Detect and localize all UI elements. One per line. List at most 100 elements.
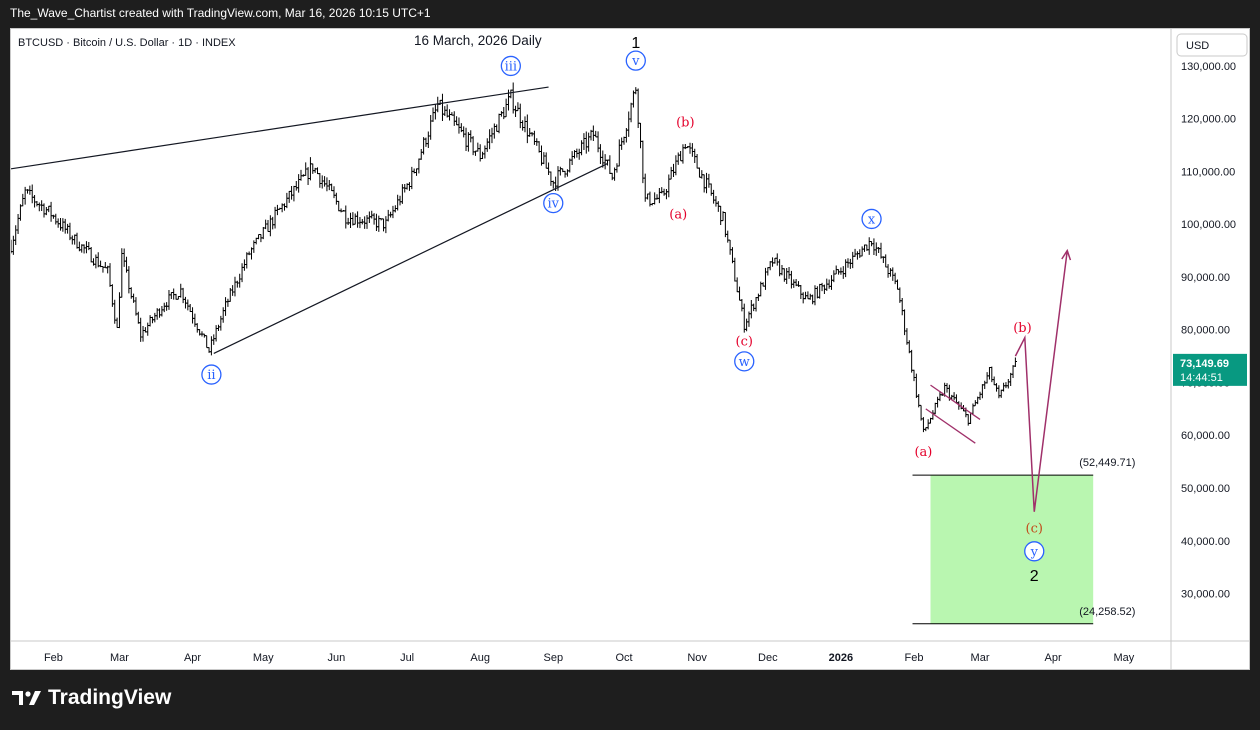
- price-bar: [108, 263, 112, 287]
- price-bar: [872, 238, 876, 256]
- wave-label-circle: [625, 50, 646, 71]
- price-bar: [558, 166, 562, 176]
- price-bar: [54, 213, 58, 225]
- price-bar: [58, 218, 63, 231]
- price-bar: [818, 283, 822, 299]
- price-bar: [789, 270, 794, 289]
- price-bar: [287, 190, 291, 203]
- price-bar: [709, 183, 713, 196]
- price-bar: [667, 174, 671, 198]
- price-bar: [985, 372, 989, 384]
- price-bar: [860, 246, 864, 257]
- price-bar: [495, 124, 499, 132]
- price-bar: [242, 259, 247, 271]
- price-bar: [122, 248, 126, 267]
- price-bar: [1011, 365, 1015, 379]
- price-bar: [978, 391, 982, 401]
- price-bar: [766, 267, 770, 276]
- symbol-legend: BTCUSD · Bitcoin / U.S. Dollar · 1D · IN…: [18, 37, 236, 49]
- x-tick-label: Sep: [543, 652, 563, 664]
- price-bar: [332, 186, 336, 199]
- price-bar: [509, 89, 513, 99]
- wave-label-circle: [734, 351, 755, 372]
- price-bar: [537, 141, 541, 153]
- price-bar: [992, 376, 996, 386]
- current-price-badge: [1173, 353, 1247, 386]
- price-bar: [799, 284, 803, 299]
- price-bar: [999, 389, 1003, 398]
- price-bar: [910, 349, 914, 373]
- wave-label-iii: iii: [505, 59, 517, 74]
- price-bar: [306, 167, 310, 185]
- y-tick-label: 50,000.00: [1181, 483, 1230, 495]
- price-bar: [827, 279, 831, 289]
- price-bar: [697, 167, 702, 178]
- price-bar: [945, 383, 949, 393]
- price-bar: [32, 195, 37, 208]
- price-bar: [829, 275, 834, 290]
- price-bar: [851, 251, 855, 269]
- price-bar: [193, 313, 197, 327]
- price-bar: [627, 111, 631, 137]
- price-bar: [181, 287, 185, 304]
- price-bar: [490, 127, 494, 144]
- price-bar: [523, 116, 527, 133]
- chart-title: 16 March, 2026 Daily: [414, 33, 542, 48]
- price-bar: [188, 303, 192, 313]
- price-bar: [752, 303, 756, 312]
- price-bar: [591, 125, 595, 141]
- price-bar: [75, 232, 79, 249]
- price-bar: [893, 272, 897, 285]
- price-bar: [322, 176, 327, 187]
- price-bar: [353, 213, 357, 225]
- price-bar: [148, 315, 152, 327]
- y-tick-label: 120,000.00: [1181, 114, 1236, 126]
- price-bar: [466, 132, 470, 152]
- price-bar: [294, 180, 298, 191]
- price-bar: [662, 188, 666, 196]
- price-bar: [886, 264, 890, 278]
- price-bar: [268, 215, 272, 237]
- tradingview-logo-icon: [12, 691, 41, 705]
- x-tick-label: Feb: [905, 652, 924, 664]
- price-bar: [867, 237, 871, 255]
- price-bar: [664, 188, 669, 200]
- price-bars: [11, 82, 1017, 433]
- price-bar: [690, 143, 694, 157]
- price-bar: [63, 218, 67, 234]
- price-bar: [212, 334, 216, 345]
- price-bar: [186, 299, 190, 311]
- target-top-label: (52,449.71): [1079, 457, 1135, 469]
- channel-upper-line: [930, 384, 981, 420]
- price-bar: [676, 152, 680, 165]
- x-tick-label: Mar: [971, 652, 990, 664]
- price-bar: [367, 211, 371, 223]
- price-bar: [16, 213, 20, 235]
- price-bar: [933, 402, 937, 415]
- chart-panel[interactable]: (52,449.71) (24,258.52) ii iii iv v 1 (a) (b) (c)…: [10, 28, 1250, 670]
- price-bar: [325, 177, 329, 192]
- y-tick-label: 40,000.00: [1181, 536, 1230, 548]
- price-chart[interactable]: (52,449.71)(24,258.52)iiiiiivv1(a)(b)(c)…: [11, 29, 1249, 669]
- current-price-countdown: 14:44:51: [1180, 372, 1223, 384]
- price-bar: [994, 383, 999, 392]
- price-bar: [61, 218, 65, 232]
- price-bar: [455, 116, 459, 126]
- price-bar: [858, 249, 862, 258]
- price-bar: [544, 152, 548, 169]
- price-bar: [532, 130, 537, 145]
- price-bar: [261, 226, 265, 240]
- x-tick-label: Mar: [110, 652, 129, 664]
- price-bar: [815, 286, 819, 299]
- currency-button-frame[interactable]: [1176, 33, 1248, 57]
- price-bar: [801, 292, 805, 304]
- price-bar: [848, 258, 852, 269]
- price-bar: [464, 127, 468, 152]
- y-tick-label: 60,000.00: [1181, 430, 1230, 442]
- price-bar: [528, 127, 532, 137]
- price-bar: [205, 335, 209, 349]
- price-bar: [678, 151, 683, 162]
- price-bar: [811, 294, 815, 305]
- price-bar: [723, 212, 727, 238]
- price-bar: [935, 396, 940, 408]
